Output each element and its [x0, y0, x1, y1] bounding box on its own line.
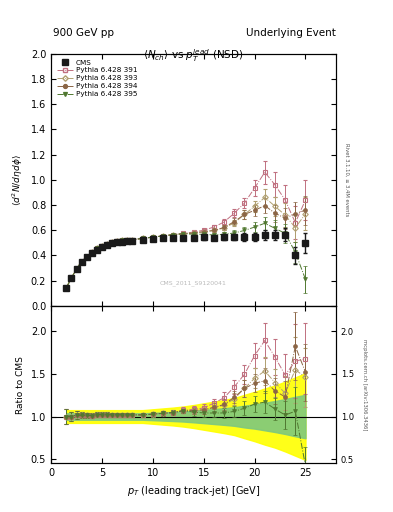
- Text: CMS_2011_S9120041: CMS_2011_S9120041: [160, 280, 227, 286]
- Text: 900 GeV pp: 900 GeV pp: [53, 28, 114, 38]
- Y-axis label: Rivet 3.1.10, ≥ 3.4M events: Rivet 3.1.10, ≥ 3.4M events: [344, 143, 349, 217]
- X-axis label: $p_T$ (leading track-jet) [GeV]: $p_T$ (leading track-jet) [GeV]: [127, 484, 260, 498]
- Title: $\langle N_{ch}\rangle$ vs $p_T^{lead}$ (NSD): $\langle N_{ch}\rangle$ vs $p_T^{lead}$ …: [143, 47, 244, 63]
- Legend: CMS, Pythia 6.428 391, Pythia 6.428 393, Pythia 6.428 394, Pythia 6.428 395: CMS, Pythia 6.428 391, Pythia 6.428 393,…: [55, 57, 139, 99]
- Y-axis label: $\langle d^2 N/d\eta d\phi\rangle$: $\langle d^2 N/d\eta d\phi\rangle$: [11, 154, 25, 206]
- Y-axis label: mcplots.cern.ch [arXiv:1306.3436]: mcplots.cern.ch [arXiv:1306.3436]: [362, 339, 367, 431]
- Text: Underlying Event: Underlying Event: [246, 28, 336, 38]
- Y-axis label: Ratio to CMS: Ratio to CMS: [16, 356, 25, 414]
